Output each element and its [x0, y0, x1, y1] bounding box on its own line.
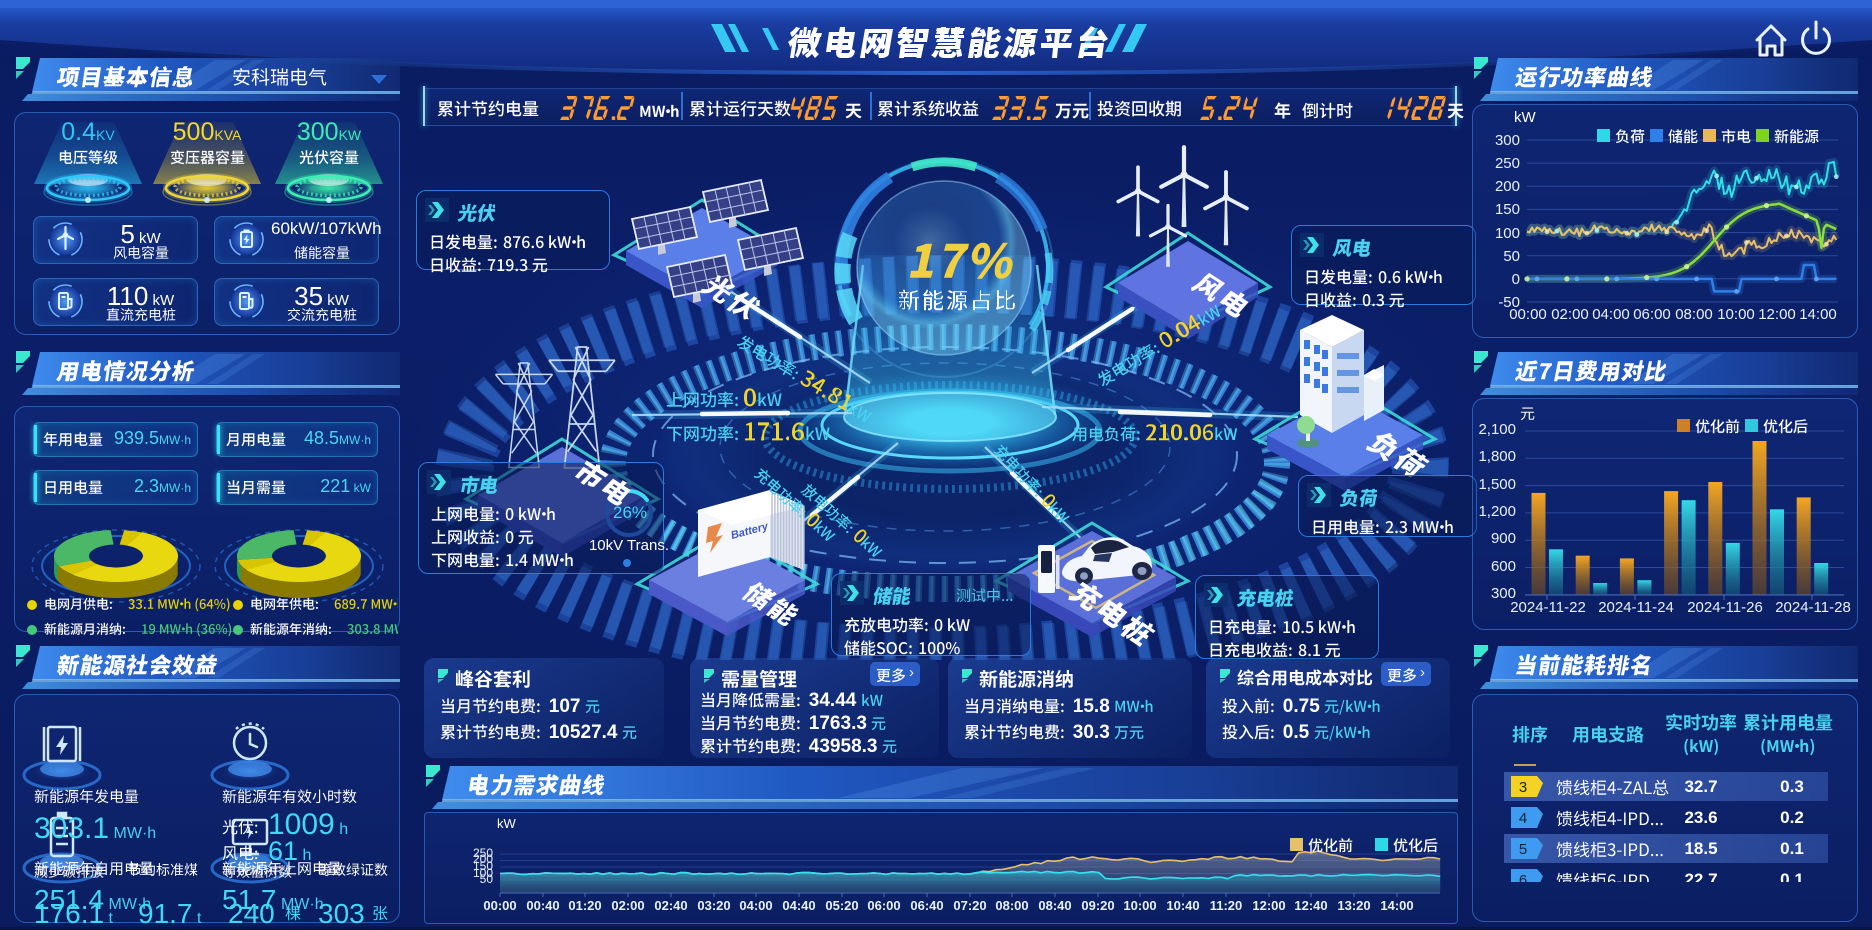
svg-text:5: 5	[1519, 841, 1527, 858]
svg-text:6: 6	[1519, 872, 1527, 882]
svg-text:3: 3	[1519, 779, 1527, 796]
svg-text:4: 4	[1519, 810, 1527, 827]
